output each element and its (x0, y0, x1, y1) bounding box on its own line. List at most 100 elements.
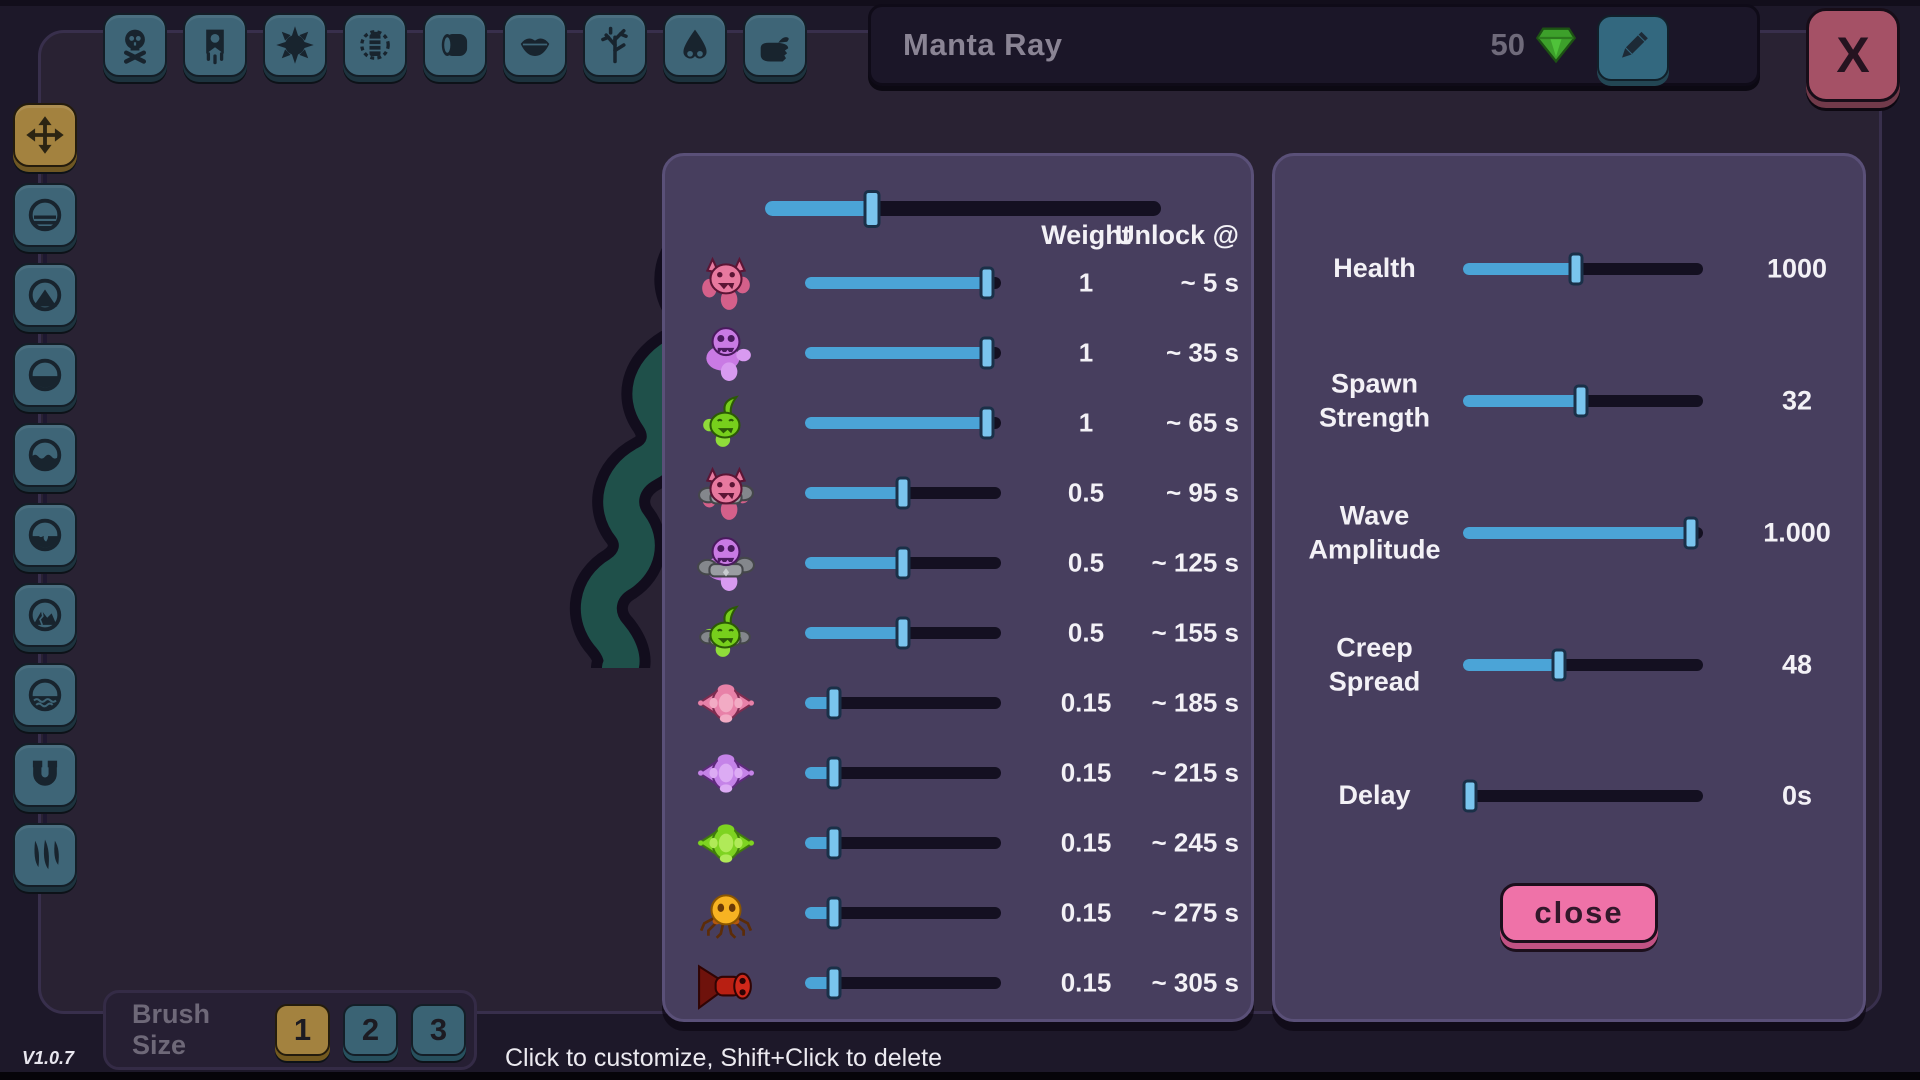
ghost-purple-icon[interactable] (697, 324, 755, 382)
setting-row: Spawn Strength 32 (1275, 335, 1863, 467)
tree-icon (601, 26, 628, 64)
sidebar-half-tool[interactable] (13, 343, 77, 407)
close-editor-button[interactable]: X (1806, 8, 1900, 102)
slider-handle[interactable] (826, 826, 842, 860)
slider-handle[interactable] (1568, 252, 1584, 286)
slider-handle[interactable] (1573, 384, 1589, 418)
toolbar-battery-button[interactable] (343, 13, 407, 77)
weight-slider[interactable] (805, 756, 1001, 790)
brush-size-1-button[interactable]: 1 (275, 1004, 330, 1056)
wave-amplitude-slider[interactable] (1463, 516, 1703, 550)
manta-pink-icon[interactable] (697, 674, 755, 732)
sidebar-mountain-tool[interactable] (13, 583, 77, 647)
weight-slider[interactable] (805, 826, 1001, 860)
weight-slider[interactable] (805, 896, 1001, 930)
toolbar-barrel-button[interactable] (423, 13, 487, 77)
slider-handle[interactable] (826, 756, 842, 790)
weight-column-header: Weight (1041, 220, 1131, 250)
close-panel-button[interactable]: close (1500, 883, 1658, 943)
slider-handle[interactable] (979, 406, 995, 440)
weight-slider[interactable] (805, 336, 1001, 370)
slider-track[interactable] (805, 767, 1001, 779)
unlock-time: ~ 275 s (1151, 897, 1239, 928)
sidebar-magnet-tool[interactable] (13, 743, 77, 807)
slime-green-armored-icon[interactable] (697, 604, 755, 662)
sidebar-sea-tool[interactable] (13, 663, 77, 727)
imp-pink-icon[interactable] (697, 254, 755, 312)
sidebar-wave-tool[interactable] (13, 423, 77, 487)
slider-handle[interactable] (1462, 779, 1478, 813)
unlock-time: ~ 305 s (1151, 967, 1239, 998)
manta-green-icon[interactable] (697, 814, 755, 872)
mountain-icon (28, 598, 62, 632)
weight-slider[interactable] (805, 686, 1001, 720)
toolbar-sun-button[interactable] (263, 13, 327, 77)
imp-pink-armored-icon[interactable] (697, 464, 755, 522)
weight-slider[interactable] (805, 966, 1001, 1000)
toolbar-banner-button[interactable] (183, 13, 247, 77)
unlock-time: ~ 35 s (1165, 337, 1239, 368)
weight-slider[interactable] (805, 546, 1001, 580)
slider-fill (805, 487, 903, 499)
master-wave-slider[interactable] (765, 189, 1161, 228)
weight-slider[interactable] (805, 476, 1001, 510)
edit-title-button[interactable] (1597, 15, 1669, 81)
horn-red-icon[interactable] (697, 954, 755, 1012)
manta-purple-icon[interactable] (697, 744, 755, 802)
weight-value: 1 (1078, 267, 1094, 298)
brush-size-3-button[interactable]: 3 (411, 1004, 466, 1056)
wave-settings-panel: Health 1000 Spawn Strength 32 Wave Ampli… (1272, 153, 1866, 1022)
toolbar-nose-button[interactable] (663, 13, 727, 77)
slider-handle[interactable] (1551, 648, 1567, 682)
spawn-strength-slider[interactable] (1463, 384, 1703, 418)
slider-handle[interactable] (895, 546, 911, 580)
sidebar-peak-tool[interactable] (13, 263, 77, 327)
setting-value: 0s (1781, 780, 1813, 811)
setting-value: 1000 (1766, 253, 1828, 284)
sidebar-flat-tool[interactable] (13, 183, 77, 247)
slider-handle[interactable] (895, 476, 911, 510)
slider-handle[interactable] (895, 616, 911, 650)
nose-icon (683, 29, 707, 59)
skull-icon (124, 29, 146, 64)
currency-display: 50 (1491, 26, 1577, 64)
slider-track[interactable] (805, 837, 1001, 849)
slider-handle[interactable] (979, 336, 995, 370)
slider-fill (805, 417, 988, 429)
weight-slider[interactable] (805, 406, 1001, 440)
weight-slider[interactable] (805, 266, 1001, 300)
slider-track[interactable] (1463, 790, 1703, 802)
slider-fill (805, 347, 988, 359)
weight-value: 0.15 (1060, 967, 1112, 998)
weight-slider[interactable] (805, 616, 1001, 650)
slider-handle[interactable] (826, 896, 842, 930)
toolbar-skull-button[interactable] (103, 13, 167, 77)
slider-track[interactable] (805, 977, 1001, 989)
sun-icon (276, 26, 314, 64)
sidebar-flame-tool[interactable] (13, 503, 77, 567)
brush-size-2-button[interactable]: 2 (343, 1004, 398, 1056)
slider-fill (1463, 263, 1576, 275)
slider-track[interactable] (805, 697, 1001, 709)
slider-handle[interactable] (863, 189, 881, 228)
slider-handle[interactable] (826, 966, 842, 1000)
toolbar-tree-button[interactable] (583, 13, 647, 77)
slime-green-icon[interactable] (697, 394, 755, 452)
slider-handle[interactable] (826, 686, 842, 720)
slider-handle[interactable] (1683, 516, 1699, 550)
unlock-time: ~ 5 s (1180, 267, 1239, 298)
health-slider[interactable] (1463, 252, 1703, 286)
ghost-purple-armored-icon[interactable] (697, 534, 755, 592)
slider-handle[interactable] (979, 266, 995, 300)
weight-value: 0.15 (1060, 897, 1112, 928)
delay-slider[interactable] (1462, 779, 1703, 813)
sidebar-claws-tool[interactable] (13, 823, 77, 887)
creep-spread-slider[interactable] (1463, 648, 1703, 682)
sidebar-move-tool[interactable] (13, 103, 77, 167)
toolbar-lips-button[interactable] (503, 13, 567, 77)
claws-icon (34, 839, 59, 870)
spider-orange-icon[interactable] (697, 884, 755, 942)
slider-track[interactable] (805, 907, 1001, 919)
toolbar-hand-button[interactable] (743, 13, 807, 77)
